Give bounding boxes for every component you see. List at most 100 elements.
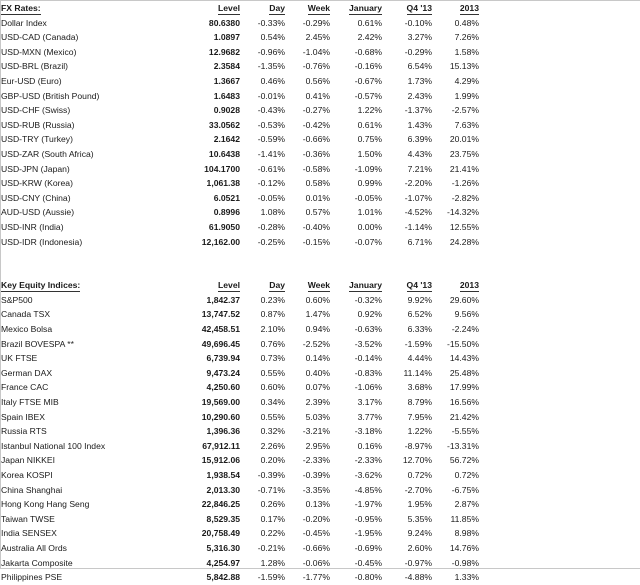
- cell-year: -15.50%: [446, 338, 479, 349]
- cell-week: -0.66%: [302, 542, 330, 553]
- cell-week: 2.95%: [305, 440, 330, 451]
- key-equity-indices-header-row: Key Equity Indices: Level Day Week Janua…: [1, 278, 482, 293]
- cell-day: 0.55%: [260, 411, 285, 422]
- table-row: Jakarta Composite 4,254.97 1.28% -0.06% -0.4…: [1, 556, 482, 571]
- table-row: USD-CAD (Canada) 1.0897 0.54% 2.45% 2.42% 3.2…: [1, 30, 482, 45]
- cell-q4: -1.59%: [404, 338, 432, 349]
- cell-day: -1.41%: [257, 148, 285, 159]
- cell-day: -0.05%: [257, 192, 285, 203]
- cell-january: -3.18%: [354, 426, 382, 437]
- cell-q4: 6.39%: [407, 134, 432, 145]
- row-label: Istanbul National 100 Index: [1, 440, 106, 451]
- cell-january: -0.45%: [354, 557, 382, 568]
- cell-year: 0.48%: [454, 17, 479, 28]
- table-row: USD-ZAR (South Africa) 10.6438 -1.41% -0.36…: [1, 147, 482, 162]
- column-header-january: January: [349, 3, 382, 15]
- cell-january: -0.63%: [354, 324, 382, 335]
- cell-level: 6.0521: [213, 192, 240, 203]
- cell-day: 0.23%: [260, 294, 285, 305]
- cell-year: 29.60%: [449, 294, 479, 305]
- cell-year: 15.13%: [449, 61, 479, 72]
- cell-level: 2,013.30: [206, 484, 240, 495]
- cell-level: 19,569.00: [201, 397, 240, 408]
- cell-january: -0.07%: [354, 236, 382, 247]
- cell-level: 12,162.00: [201, 236, 240, 247]
- cell-level: 1,842.37: [206, 294, 240, 305]
- cell-week: -0.36%: [302, 148, 330, 159]
- table-row: AUD-USD (Aussie) 0.8996 1.08% 0.57% 1.01% -4.…: [1, 205, 482, 220]
- cell-q4: -1.37%: [404, 105, 432, 116]
- cell-january: -3.62%: [354, 470, 382, 480]
- cell-week: 2.45%: [305, 32, 330, 43]
- cell-day: 2.10%: [260, 324, 285, 335]
- cell-q4: 8.79%: [407, 397, 432, 408]
- cell-week: 2.39%: [305, 397, 330, 408]
- row-label: USD-ZAR (South Africa): [1, 148, 94, 159]
- cell-january: 0.92%: [357, 309, 382, 320]
- cell-january: -1.97%: [354, 499, 382, 510]
- cell-january: -4.85%: [354, 484, 382, 495]
- cell-week: 0.01%: [305, 192, 330, 203]
- cell-january: -0.57%: [354, 90, 382, 101]
- cell-q4: -4.88%: [404, 572, 432, 583]
- cell-year: 9.56%: [454, 309, 479, 320]
- table-row: Russia RTS 1,396.36 0.32% -3.21% -3.18% 1.22%…: [1, 424, 482, 439]
- cell-week: 0.57%: [305, 207, 330, 218]
- cell-level: 10,290.60: [201, 411, 240, 422]
- cell-year: 14.76%: [449, 542, 479, 553]
- cell-year: -1.26%: [451, 178, 479, 189]
- row-label: German DAX: [1, 367, 53, 378]
- cell-level: 2.3584: [213, 61, 240, 72]
- cell-week: -0.20%: [302, 513, 330, 524]
- cell-day: -0.33%: [257, 17, 285, 28]
- cell-q4: 6.33%: [407, 324, 432, 335]
- cell-january: -0.14%: [354, 353, 382, 364]
- table-row: USD-CNY (China) 6.0521 -0.05% 0.01% -0.05% -1…: [1, 191, 482, 206]
- cell-january: -1.09%: [354, 163, 382, 174]
- cell-january: -0.32%: [354, 294, 382, 305]
- row-label: USD-IDR (Indonesia): [1, 236, 83, 247]
- cell-year: 17.99%: [449, 382, 479, 393]
- cell-q4: 9.24%: [407, 528, 432, 539]
- cell-level: 9,473.24: [206, 367, 240, 378]
- cell-year: -5.55%: [451, 426, 479, 437]
- cell-january: -3.52%: [354, 338, 382, 349]
- cell-day: 0.73%: [260, 353, 285, 364]
- cell-level: 1,396.36: [206, 426, 240, 437]
- cell-day: 1.28%: [260, 557, 285, 568]
- row-label: USD-KRW (Korea): [1, 178, 73, 189]
- table-row: UK FTSE 6,739.94 0.73% 0.14% -0.14% 4.44% 14.4…: [1, 351, 482, 366]
- cell-year: 11.85%: [450, 513, 479, 524]
- cell-day: -1.35%: [257, 61, 285, 72]
- cell-january: 3.17%: [357, 397, 382, 408]
- table-row: USD-RUB (Russia) 33.0562 -0.53% -0.42% 0.61%…: [1, 118, 482, 133]
- cell-level: 4,254.97: [206, 557, 240, 568]
- cell-week: -0.42%: [302, 119, 330, 130]
- cell-january: -0.69%: [354, 542, 382, 553]
- fx-rates-header-row: FX Rates: Level Day Week January Q4 '13 …: [1, 1, 482, 16]
- row-label: USD-RUB (Russia): [1, 119, 75, 130]
- table-row: USD-KRW (Korea) 1,061.38 -0.12% 0.58% 0.99% -…: [1, 176, 482, 191]
- cell-january: 0.16%: [357, 440, 382, 451]
- row-label: Taiwan TWSE: [1, 513, 55, 524]
- fx-rates-table: FX Rates: Level Day Week January Q4 '13 …: [1, 1, 482, 249]
- row-label: Mexico Bolsa: [1, 324, 53, 335]
- row-label: France CAC: [1, 382, 49, 393]
- cell-level: 20,758.49: [201, 528, 240, 539]
- cell-q4: 7.95%: [407, 411, 432, 422]
- cell-q4: 6.54%: [407, 61, 432, 72]
- cell-day: 0.17%: [260, 513, 285, 524]
- cell-year: -13.31%: [446, 440, 479, 451]
- cell-year: 12.55%: [449, 221, 479, 232]
- column-header-week: Week: [307, 280, 330, 293]
- table-row: Eur-USD (Euro) 1.3667 0.46% 0.56% -0.67% 1.73…: [1, 74, 482, 89]
- cell-day: 1.08%: [260, 207, 285, 218]
- cell-january: 0.61%: [357, 17, 382, 28]
- row-label: Korea KOSPI: [1, 470, 53, 480]
- cell-day: 0.54%: [260, 32, 285, 43]
- cell-day: 0.55%: [260, 367, 285, 378]
- cell-level: 22,846.25: [201, 499, 240, 510]
- table-row: Japan NIKKEI 15,912.06 0.20% -2.33% -2.33% 12…: [1, 453, 482, 468]
- cell-q4: 2.60%: [407, 542, 432, 553]
- cell-level: 15,912.06: [201, 455, 240, 466]
